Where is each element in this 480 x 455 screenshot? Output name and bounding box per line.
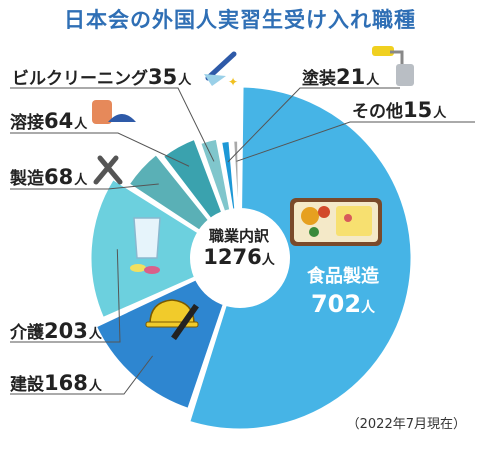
chart-title: 日本会の外国人実習生受け入れ職種 bbox=[64, 8, 416, 32]
slice-construction bbox=[93, 255, 243, 412]
water-glass-icon bbox=[130, 217, 161, 274]
leader-line bbox=[10, 183, 159, 190]
center-total: 職業内訳 1276人 bbox=[192, 227, 286, 270]
label-manufacturing: 製造68人 bbox=[10, 165, 88, 189]
label-welding: 溶接64人 bbox=[10, 109, 88, 133]
paint-roller-icon bbox=[372, 46, 414, 86]
svg-text:✦: ✦ bbox=[228, 75, 238, 89]
slice-food-manufacturing bbox=[186, 84, 414, 432]
mop-icon: ✦ bbox=[204, 51, 238, 89]
leader-line bbox=[227, 87, 400, 163]
leader-line bbox=[10, 249, 121, 343]
welding-mask-icon bbox=[92, 100, 136, 124]
leader-line bbox=[10, 87, 215, 162]
label-construction: 建設168人 bbox=[10, 371, 102, 395]
label-nursing-care: 介護203人 bbox=[10, 319, 102, 343]
wrench-icon bbox=[93, 155, 123, 185]
slice-nursing-care bbox=[88, 176, 244, 321]
leader-line bbox=[236, 121, 475, 162]
label-food-manufacturing: 食品製造 702人 bbox=[307, 266, 379, 318]
center-title: 職業内訳 bbox=[208, 227, 269, 245]
label-painting: 塗装21人 bbox=[302, 65, 380, 89]
leader-line bbox=[10, 355, 154, 395]
center-total-value: 1276人 bbox=[203, 245, 275, 270]
bento-icon bbox=[290, 198, 382, 246]
label-other: その他15人 bbox=[352, 98, 447, 122]
helmet-hammer-icon bbox=[145, 299, 199, 341]
leader-line bbox=[10, 132, 190, 167]
date-note: （2022年7月現在） bbox=[346, 417, 466, 432]
label-building-cleaning: ビルクリーニング35人 bbox=[12, 65, 192, 89]
donut-hole bbox=[190, 208, 290, 308]
